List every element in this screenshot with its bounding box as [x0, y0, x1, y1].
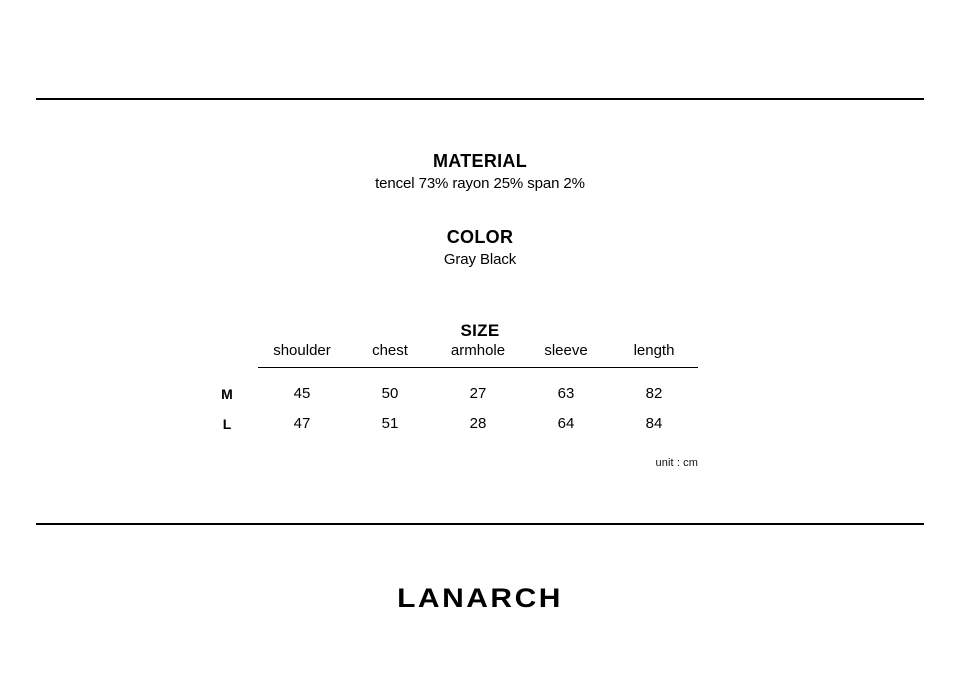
material-value: tencel 73% rayon 25% span 2% — [375, 175, 585, 192]
cell-m-armhole: 27 — [469, 385, 487, 402]
column-header-chest: chest — [346, 336, 434, 368]
size-table-container: shoulder chest armhole sleeve length M 4… — [196, 336, 706, 439]
cell-m-chest: 50 — [381, 385, 399, 402]
color-heading: COLOR — [446, 227, 514, 247]
column-header-sleeve: sleeve — [522, 336, 610, 368]
cell-l-chest: 51 — [381, 415, 399, 432]
cell-l-length: 84 — [645, 415, 663, 432]
divider-top — [36, 98, 924, 100]
cell-l-armhole: 28 — [469, 415, 487, 432]
row-label-m: M — [221, 385, 233, 402]
material-heading: MATERIAL — [432, 151, 528, 171]
cell-l-shoulder: 47 — [293, 415, 311, 432]
column-header-length: length — [610, 336, 698, 368]
size-table: shoulder chest armhole sleeve length M 4… — [196, 336, 698, 439]
cell-m-length: 82 — [645, 385, 663, 402]
row-label-l: L — [222, 416, 232, 432]
cell-m-sleeve: 63 — [557, 385, 575, 402]
size-table-body: M 45 50 27 63 82 L 47 51 28 64 84 — [196, 368, 698, 440]
unit-note: unit : cm — [655, 457, 698, 469]
size-table-header-row: shoulder chest armhole sleeve length — [196, 336, 698, 368]
table-row: M 45 50 27 63 82 — [196, 368, 698, 410]
column-header-shoulder: shoulder — [258, 336, 346, 368]
cell-m-shoulder: 45 — [293, 385, 311, 402]
brand-logo: LANARCH — [397, 584, 563, 614]
color-value: Gray Black — [443, 251, 517, 268]
size-heading: SIZE — [460, 321, 500, 341]
color-section: COLOR Gray Black — [0, 226, 960, 270]
divider-bottom — [36, 523, 924, 525]
table-row: L 47 51 28 64 84 — [196, 409, 698, 439]
cell-l-sleeve: 64 — [557, 415, 575, 432]
size-table-corner-cell — [196, 336, 258, 368]
material-section: MATERIAL tencel 73% rayon 25% span 2% — [0, 150, 960, 194]
column-header-armhole: armhole — [434, 336, 522, 368]
size-table-head: shoulder chest armhole sleeve length — [196, 336, 698, 368]
